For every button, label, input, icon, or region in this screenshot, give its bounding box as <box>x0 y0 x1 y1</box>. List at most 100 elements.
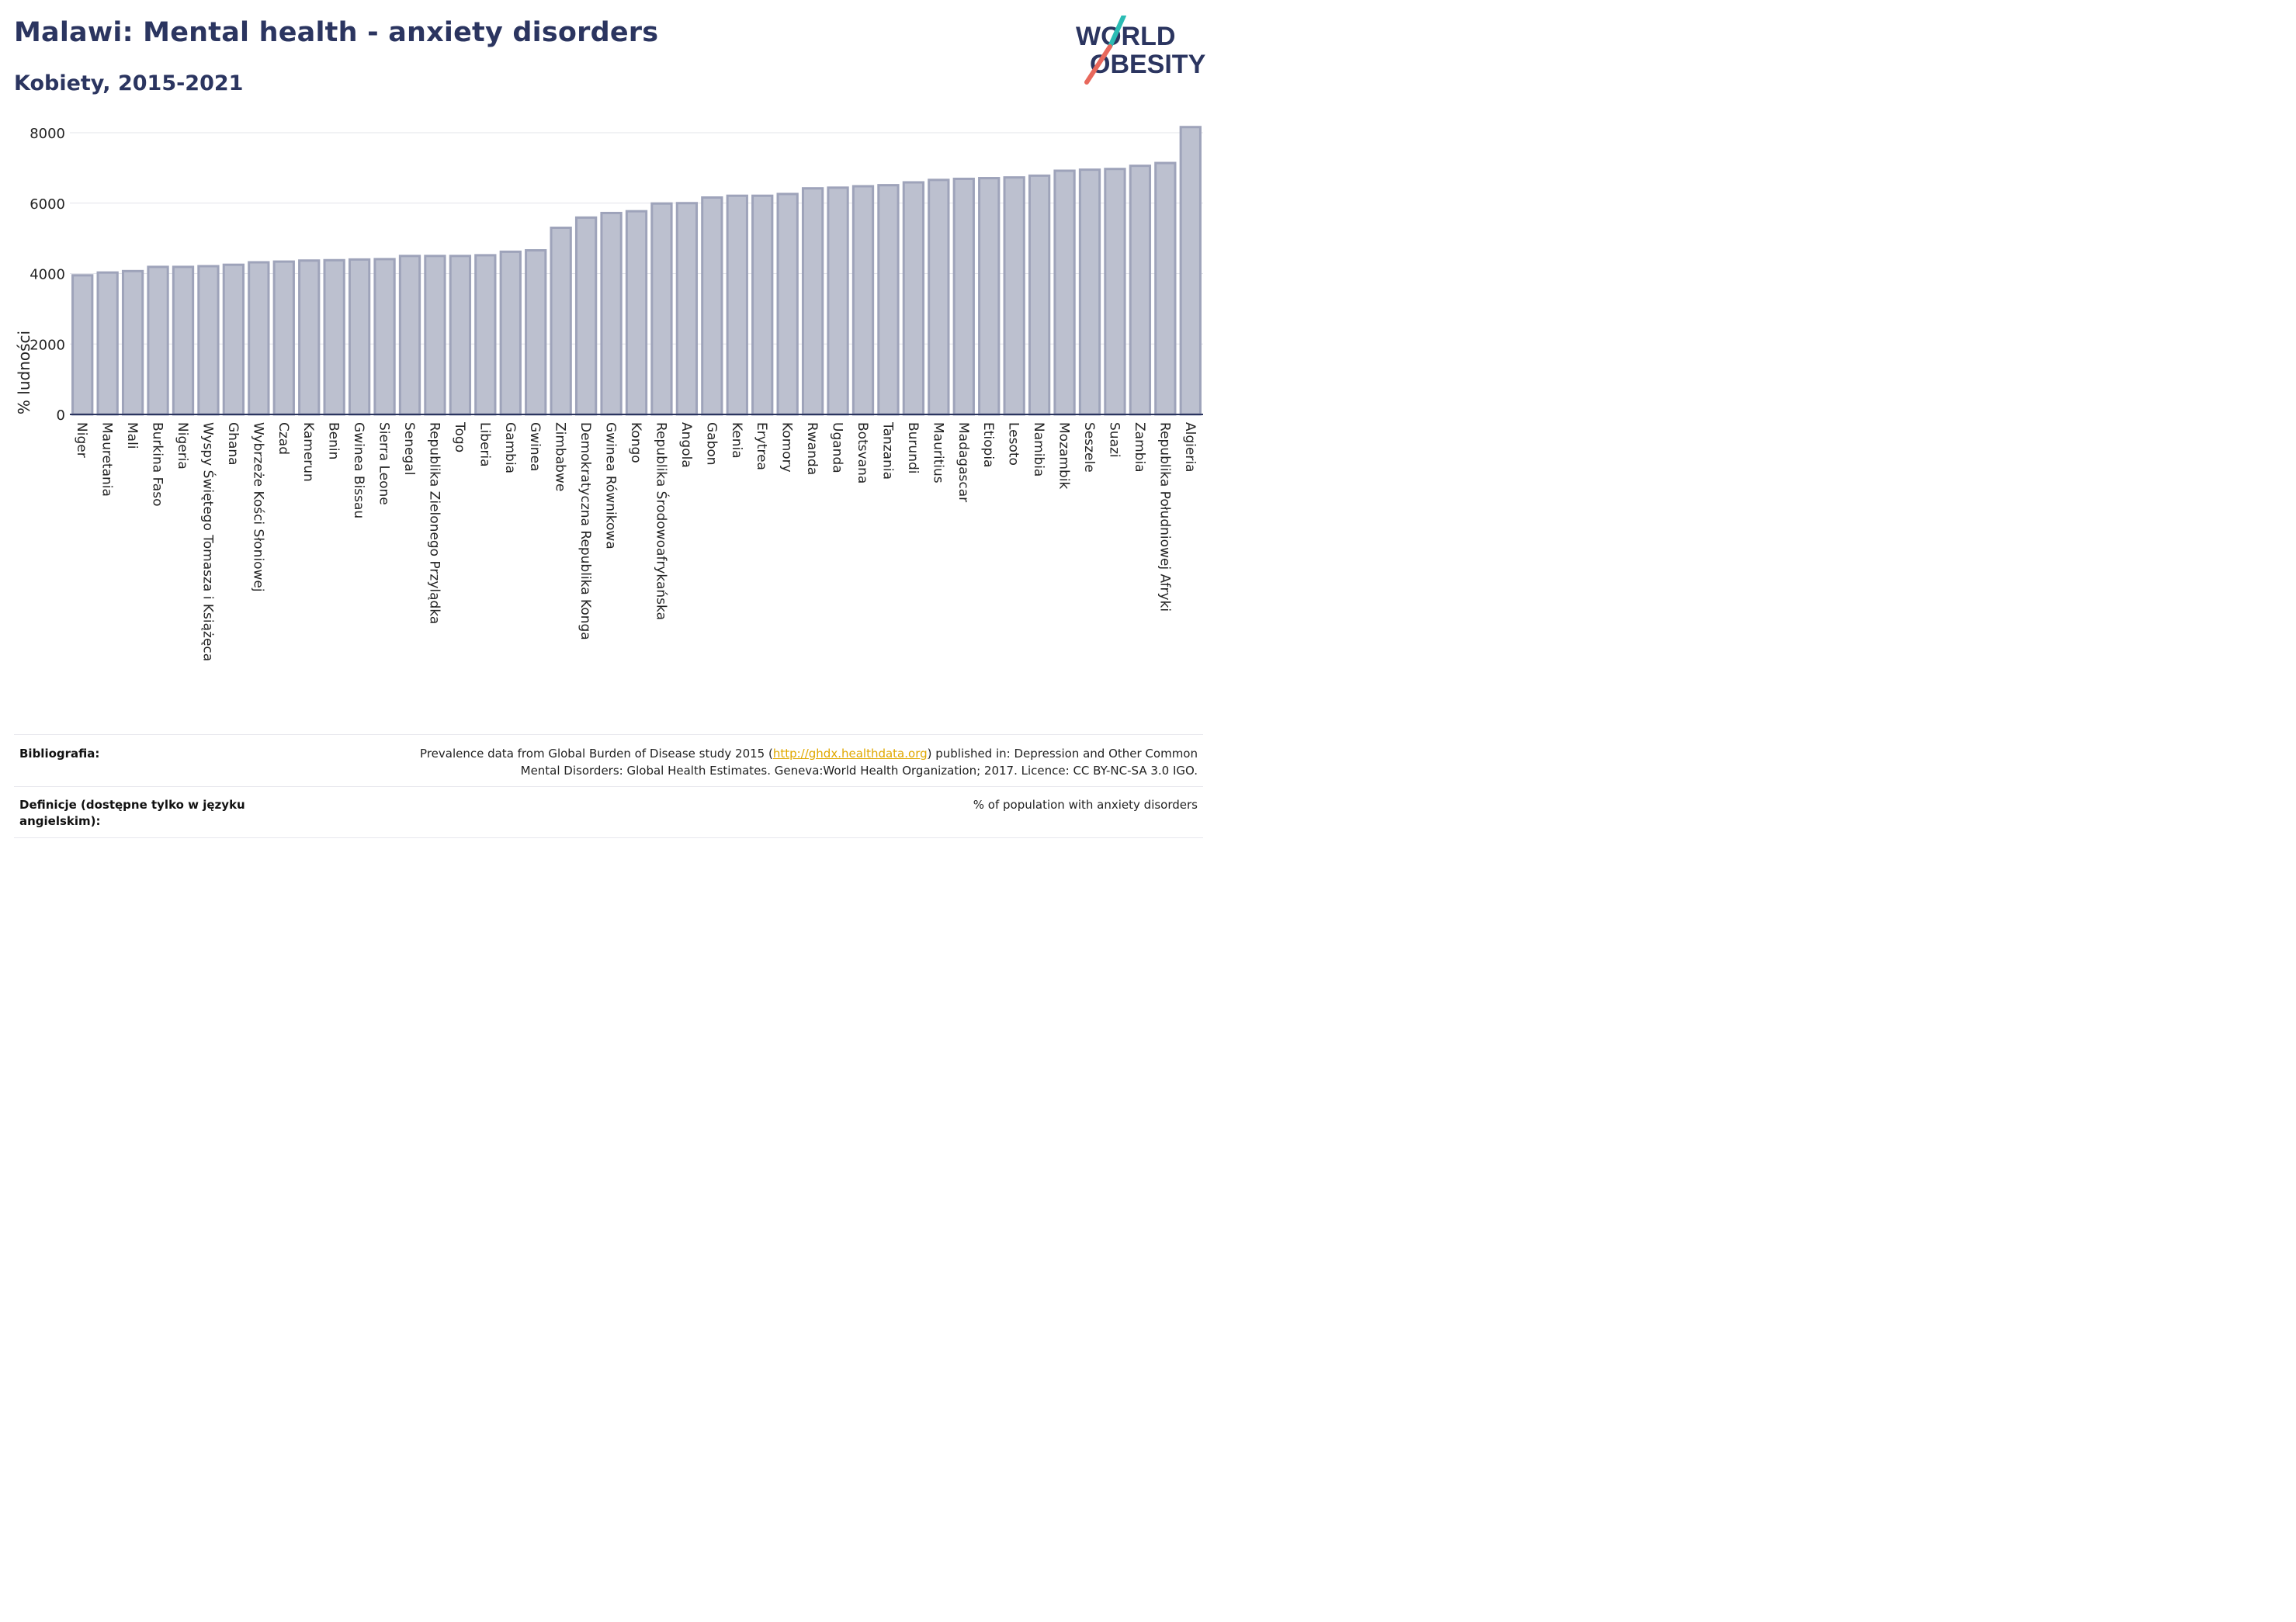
x-tick-label: Madagascar <box>956 422 971 502</box>
x-tick-label: Algieria <box>1182 422 1198 472</box>
bar <box>96 271 119 416</box>
x-tick-label: Benin <box>326 422 342 459</box>
x-tick-label: Komory <box>779 422 795 473</box>
bar <box>1003 176 1025 416</box>
y-tick-label: 4000 <box>29 267 65 283</box>
bar <box>222 263 245 416</box>
x-tick-label: Mozambik <box>1056 422 1072 489</box>
y-tick-label: 8000 <box>29 126 65 142</box>
x-tick-label: Mauretania <box>99 422 115 497</box>
x-tick-label: Gwinea Równikowa <box>603 422 619 549</box>
definitions-label: Definicje (dostępne tylko w języku angie… <box>19 798 245 828</box>
bar <box>574 216 598 416</box>
bar <box>726 194 748 416</box>
bar <box>625 210 648 416</box>
x-tick-label: Seszele <box>1081 422 1097 473</box>
x-tick-label: Erytrea <box>754 422 769 470</box>
y-axis-ticks: 0 2000 4000 6000 8000 <box>29 126 65 424</box>
x-tick-label: Gabon <box>703 422 719 466</box>
x-tick-label: Republika Południowej Afryki <box>1157 422 1172 612</box>
bibliography-link[interactable]: http://ghdx.healthdata.org <box>772 747 928 761</box>
x-tick-label: Suazi <box>1106 422 1122 458</box>
x-tick-label: Burkina Faso <box>150 422 165 506</box>
bar <box>398 255 421 416</box>
y-tick-label: 6000 <box>29 196 65 213</box>
x-tick-label: Demokratyczna Republika Konga <box>577 422 593 640</box>
bar <box>298 259 321 416</box>
definitions-text: % of population with anxiety disorders <box>973 798 1198 812</box>
x-tick-label: Togo <box>452 421 467 452</box>
x-tick-label: Namibia <box>1031 422 1046 477</box>
bar <box>1104 168 1126 416</box>
bar <box>499 250 522 416</box>
x-tick-label: Angola <box>678 422 694 468</box>
x-tick-label: Czad <box>276 422 291 455</box>
bar <box>827 186 849 416</box>
bibliography-label: Bibliografia: <box>19 747 100 761</box>
svg-text:WORLD: WORLD <box>1076 22 1175 51</box>
x-tick-label: Etiopia <box>980 422 996 467</box>
bar <box>71 274 94 416</box>
y-tick-label: 0 <box>57 407 65 424</box>
bar <box>1078 168 1101 416</box>
bar <box>172 265 195 416</box>
bar <box>1154 161 1177 416</box>
bar <box>525 249 547 416</box>
bar <box>600 211 623 416</box>
page-title: Malawi: Mental health - anxiety disorder… <box>14 17 659 48</box>
bar <box>1129 165 1152 416</box>
bar <box>121 269 144 416</box>
bar <box>474 254 497 416</box>
x-tick-label: Botsvana <box>855 422 870 483</box>
bar <box>801 187 824 416</box>
x-tick-label: Rwanda <box>804 422 820 475</box>
x-tick-label: Mauritius <box>930 422 945 483</box>
x-tick-label: Liberia <box>477 422 492 467</box>
bar <box>449 255 472 416</box>
bar <box>1028 174 1051 416</box>
bar <box>424 255 446 416</box>
bar <box>650 202 673 416</box>
bar-chart: 0 2000 4000 6000 8000 % ludności Niger Mauret… <box>15 126 1203 661</box>
bar <box>323 258 345 416</box>
x-tick-label: Gwinea Bissau <box>351 422 366 518</box>
footer-divider <box>14 786 1203 787</box>
x-tick-label: Niger <box>74 422 89 458</box>
y-axis-label: % ludności <box>15 331 33 414</box>
bar <box>550 227 572 416</box>
x-tick-label: Republika Zielonego Przylądka <box>426 422 442 624</box>
world-obesity-logo: WORLD OBESITY <box>1076 16 1206 85</box>
bar <box>776 192 799 416</box>
bar <box>272 260 295 416</box>
bar <box>1053 169 1076 416</box>
bibliography-text: Prevalence data from Global Burden of Di… <box>420 747 1198 778</box>
bar <box>952 177 975 416</box>
svg-text:OBESITY: OBESITY <box>1090 50 1206 79</box>
x-tick-label: Ghana <box>225 422 241 466</box>
x-tick-label: Wyspy Świętego Tomasza i Książęca <box>199 422 217 661</box>
x-tick-label: Republika Środowoafrykańska <box>653 422 670 620</box>
bar <box>348 258 371 416</box>
bar <box>851 185 875 416</box>
x-axis-labels: Niger Mauretania Mali Burkina Faso Nigeria Wy… <box>74 421 1198 661</box>
footer-divider <box>14 734 1203 735</box>
x-tick-label: Kenia <box>729 422 744 459</box>
page-subtitle: Kobiety, 2015-2021 <box>14 71 244 95</box>
bars <box>71 126 1202 416</box>
y-tick-label: 2000 <box>29 337 65 353</box>
x-tick-label: Nigeria <box>175 422 190 470</box>
x-tick-label: Zimbabwe <box>553 422 568 491</box>
x-tick-label: Kamerun <box>300 422 316 482</box>
x-tick-label: Wybrzeże Kości Słoniowej <box>250 422 265 592</box>
footer-divider <box>14 837 1203 838</box>
x-tick-label: Senegal <box>401 422 417 475</box>
x-tick-label: Uganda <box>830 422 845 473</box>
x-tick-label: Tanzania <box>879 421 895 480</box>
bar <box>373 258 396 416</box>
bar <box>902 181 925 416</box>
bar <box>675 202 699 416</box>
x-tick-label: Mali <box>124 422 140 449</box>
x-tick-label: Gambia <box>502 422 518 473</box>
bar <box>751 194 774 416</box>
x-tick-label: Sierra Leone <box>376 422 392 505</box>
